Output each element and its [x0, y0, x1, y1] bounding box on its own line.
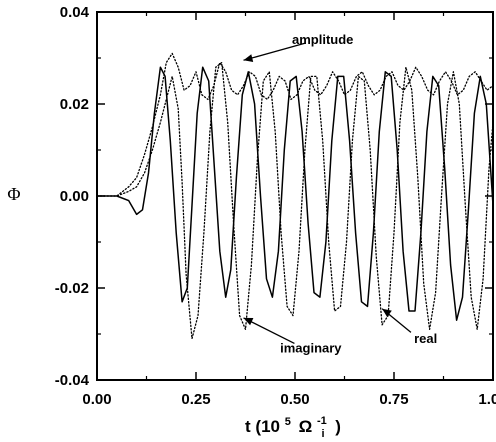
- y-tick-label-3: 0.02: [60, 96, 89, 113]
- x-tick-label-4: 1.00: [478, 391, 496, 408]
- annotation-arrow-head-2: [382, 308, 392, 318]
- x-axis-title-suffix: ): [335, 417, 341, 436]
- x-tick-label-3: 0.75: [379, 391, 408, 408]
- plot-frame-group: [96, 11, 494, 381]
- y-tick-label-2: 0.00: [60, 188, 89, 205]
- annotation-label-1: imaginary: [280, 340, 342, 355]
- series-line-1: [96, 61, 494, 340]
- x-axis-title-exponent: 5: [285, 416, 291, 428]
- annotation-arrow-head-1: [243, 317, 254, 326]
- x-axis-title-unit-sup: -1: [317, 415, 327, 427]
- annotation-label-2: real: [414, 331, 437, 346]
- plot-frame: [96, 11, 494, 381]
- y-tick-label-0: -0.04: [55, 372, 90, 389]
- series-line-2: [96, 52, 494, 197]
- series-line-0: [97, 66, 494, 321]
- labels-group: Φ t (10 5 Ω -1 i ): [7, 184, 341, 441]
- y-tick-label-4: 0.04: [60, 4, 90, 21]
- annotation-arrow-line-0: [243, 42, 306, 61]
- annotation-arrow-head-0: [243, 54, 254, 62]
- x-axis-title-unit-sub: i: [321, 428, 324, 440]
- annotation-label-0: amplitude: [292, 32, 353, 47]
- x-axis-title-prefix: t (10: [245, 417, 280, 436]
- series-group: [96, 52, 494, 340]
- x-tick-label-0: 0.00: [82, 391, 111, 408]
- annotation-arrow-line-1: [243, 317, 295, 345]
- x-tick-label-1: 0.25: [181, 391, 210, 408]
- y-tick-label-1: -0.02: [55, 280, 89, 297]
- x-axis-title-unit: Ω: [299, 417, 313, 436]
- x-tick-label-2: 0.50: [280, 391, 309, 408]
- ticks-group: 0.00 0.25 0.50 0.75 1.00 -0.04 -0.02 0.00 0.02 0.…: [55, 4, 496, 408]
- y-axis-title: Φ: [7, 184, 20, 204]
- annotations-group: amplitude imaginary real: [243, 32, 437, 355]
- x-axis-title: t (10 5 Ω -1 i ): [245, 409, 341, 441]
